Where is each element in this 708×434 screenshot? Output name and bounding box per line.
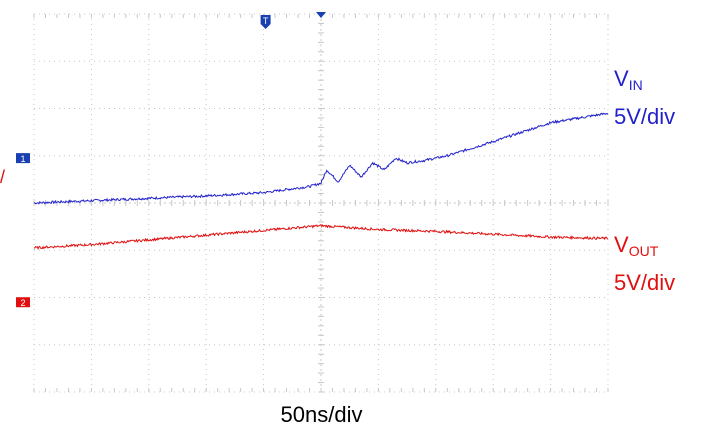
left-edge-mark: / — [0, 167, 6, 187]
vout-name-main: V — [614, 232, 629, 257]
vout-scale-label: 5V/div — [614, 270, 676, 295]
center-position-marker — [316, 12, 326, 18]
vout-trace — [33, 224, 609, 251]
channel-1-marker — [16, 153, 30, 164]
timebase-label: 50ns/div — [280, 402, 363, 427]
vout-channel-name: VOUT — [614, 232, 658, 264]
channel-1-marker-label: 1 — [20, 154, 25, 164]
channel-2-marker-label: 2 — [20, 298, 25, 308]
vout-name-sub: OUT — [628, 243, 659, 259]
vin-channel-name: VIN — [614, 66, 643, 98]
vin-name-main: V — [614, 66, 629, 91]
trigger-marker-label: T — [263, 16, 269, 26]
vin-name-sub: IN — [628, 77, 643, 93]
channel-2-marker — [16, 297, 30, 308]
vin-scale-label: 5V/div — [614, 104, 676, 129]
trigger-marker — [260, 15, 271, 29]
vin-trace — [33, 112, 609, 205]
